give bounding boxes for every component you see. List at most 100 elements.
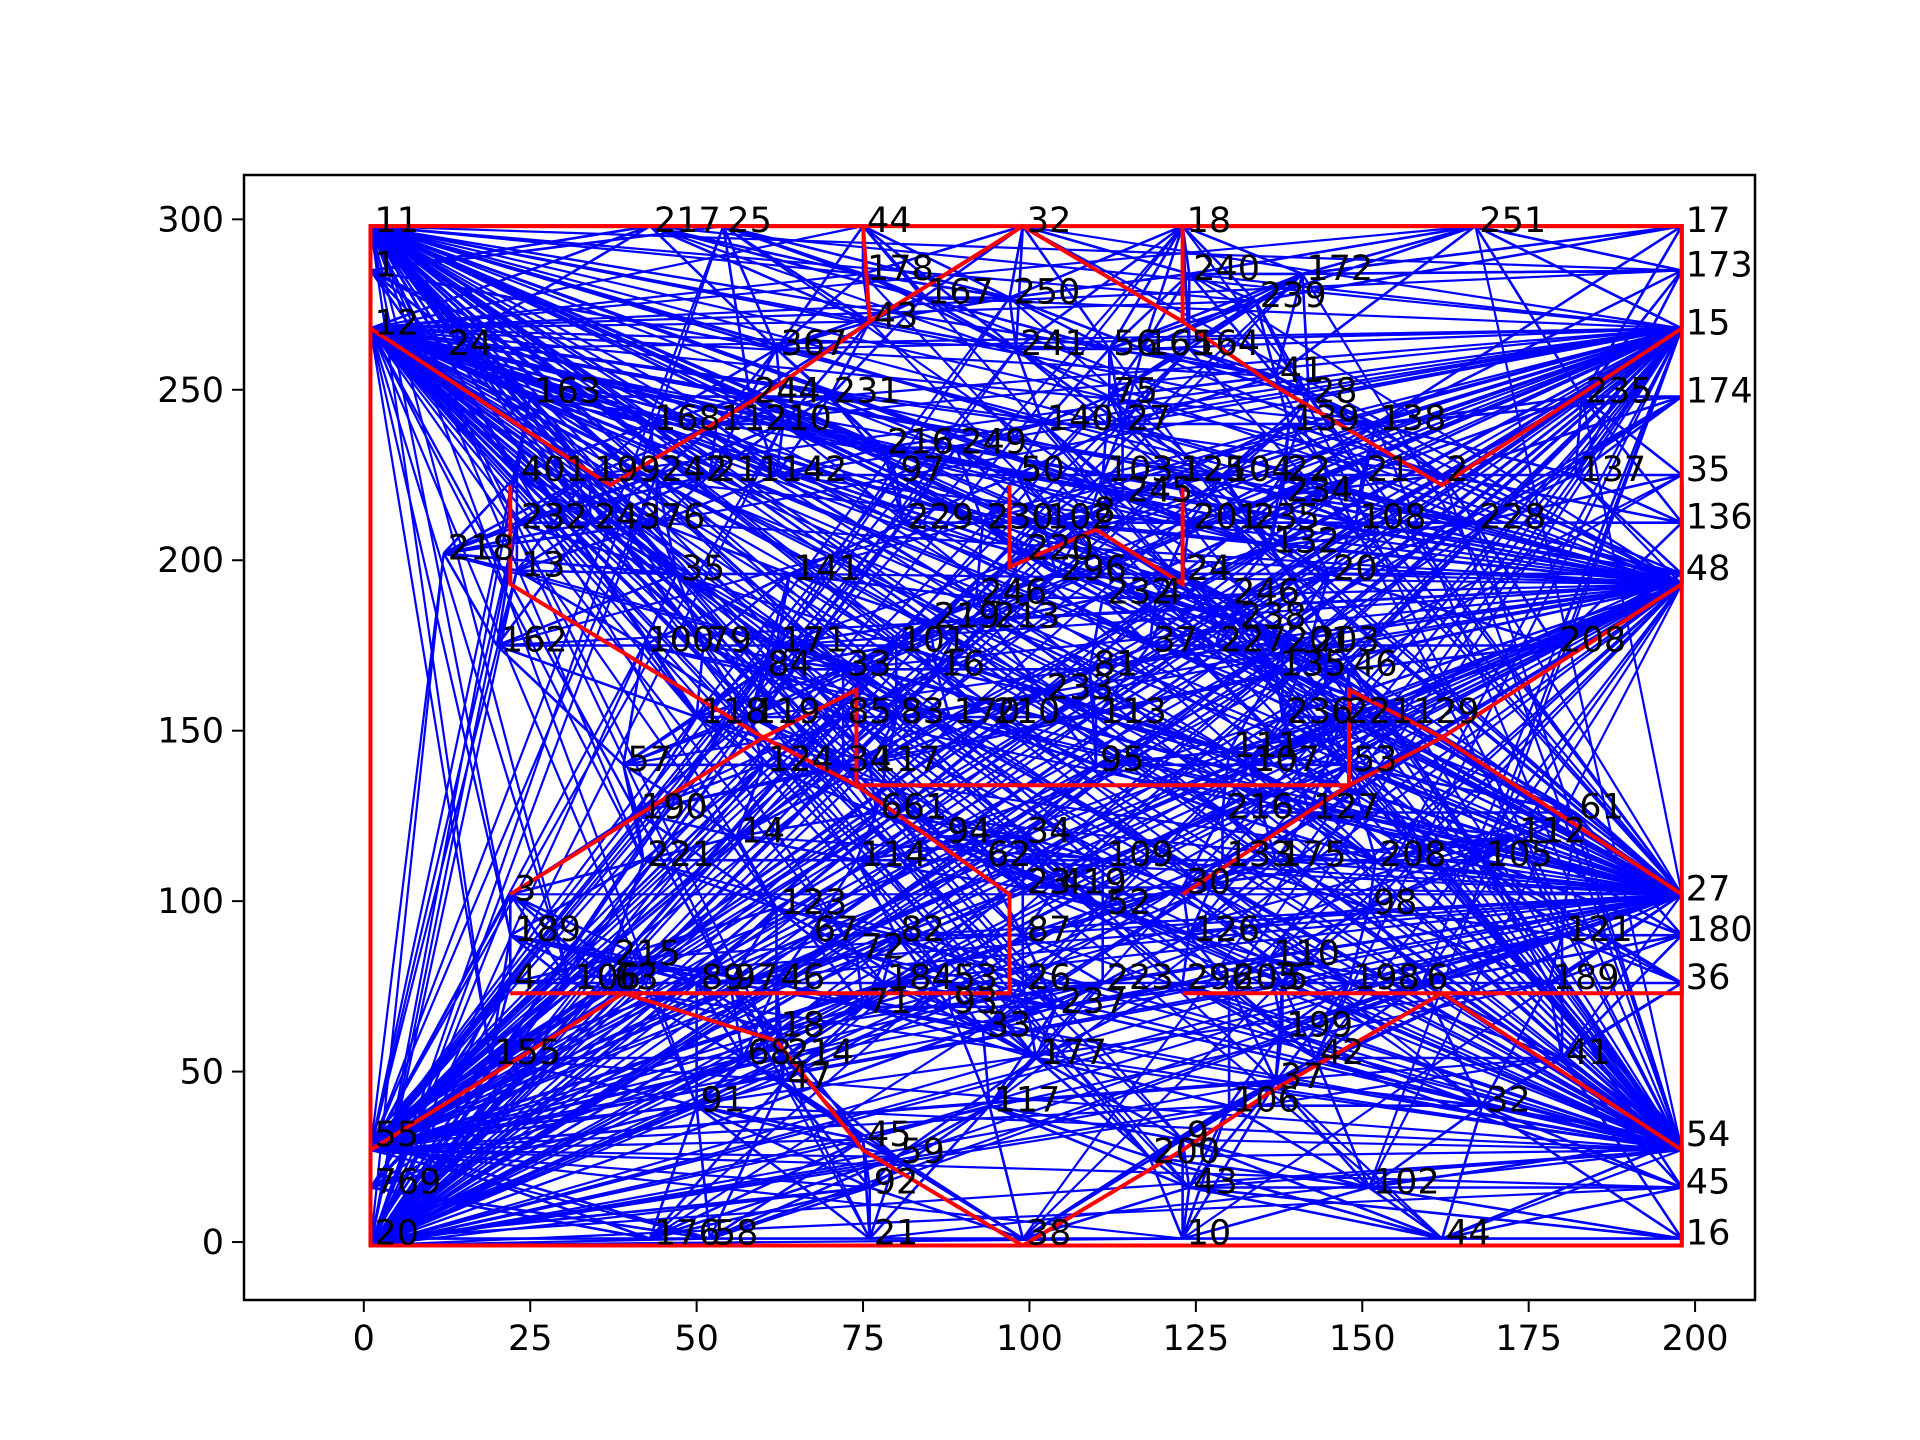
node-label: 4 (1160, 573, 1182, 613)
node-label: 48 (1686, 549, 1731, 589)
mesh-edge (369, 225, 1184, 984)
mesh-edge (1275, 668, 1683, 896)
node-label: 4 (514, 958, 536, 998)
node-label: 44 (1446, 1214, 1491, 1254)
node-label: 44 (867, 201, 912, 241)
mesh-edge (369, 327, 1284, 1032)
mesh-edge (369, 958, 611, 1247)
node-label: 129 (1413, 692, 1480, 732)
mesh-edge (1580, 396, 1683, 895)
mesh-edge (369, 225, 1024, 936)
mesh-edge (649, 225, 1683, 586)
mesh-edge (370, 981, 1104, 1247)
node-label: 37 (1280, 1057, 1325, 1097)
mesh-edge (1268, 327, 1683, 960)
x-tick-label: 0 (353, 1319, 375, 1359)
node-label: 221 (1346, 692, 1413, 732)
mesh-edge (1441, 1148, 1683, 1240)
mesh-edge (649, 225, 1682, 330)
node-label: 135 (1280, 644, 1347, 684)
node-label: 95 (1100, 740, 1145, 780)
node-label: 106 (1233, 1081, 1300, 1121)
node-label: 21 (1366, 450, 1411, 490)
mesh-edge (369, 225, 725, 1246)
node-label: 56 (1113, 324, 1158, 364)
mesh-edge (369, 225, 1104, 862)
mesh-edge (369, 225, 1576, 814)
node-label: 72 (860, 927, 905, 967)
node-label: 33 (847, 644, 892, 684)
x-tick-label: 100 (996, 1319, 1063, 1359)
mesh-edge (369, 644, 898, 1151)
node-label: 63 (614, 958, 659, 998)
mesh-edge (369, 225, 944, 838)
mesh-edge (1574, 474, 1683, 585)
mesh-edge (370, 1186, 870, 1247)
node-label: 24 (448, 324, 493, 364)
mesh-edge (369, 225, 725, 1151)
mesh-edge (369, 327, 698, 718)
mesh-edge (369, 934, 897, 1247)
node-label: 233 (1047, 668, 1114, 708)
node-label: 237 (1060, 982, 1127, 1022)
node-label: 59 (900, 1132, 945, 1172)
mesh-edge (1228, 583, 1683, 984)
mesh-edge (776, 327, 1683, 647)
boundary-edges (368, 223, 1684, 1248)
node-label: 239 (1260, 276, 1327, 316)
node-label: 112 (1519, 811, 1586, 851)
node-label: 208 (1559, 621, 1626, 661)
mesh-edge (1182, 1138, 1682, 1152)
x-tick-label: 175 (1495, 1319, 1562, 1359)
node-label: 419 (1060, 863, 1127, 903)
outer-boundary (368, 224, 1684, 1248)
node-label: 32 (1027, 201, 1072, 241)
node-label: 229 (907, 498, 974, 538)
node-label: 215 (614, 934, 681, 974)
mesh-edge (1188, 583, 1683, 937)
node-label: 35 (1686, 450, 1731, 490)
mesh-edge (369, 763, 1350, 1247)
mesh-edge (369, 644, 1283, 1151)
node-label: 177 (1040, 1033, 1107, 1073)
node-label: 200 (1153, 1132, 1220, 1172)
mesh-edge (369, 297, 1011, 1151)
node-label: 367 (781, 324, 848, 364)
node-label: 93 (954, 982, 999, 1022)
mesh-edge (369, 474, 1177, 1247)
node-label: 189 (514, 910, 581, 950)
mesh-edge (782, 583, 1683, 1083)
node-label: 163 (534, 372, 601, 412)
node-label: 55 (375, 1115, 420, 1155)
node-label: 83 (900, 692, 945, 732)
node-label: 113 (1100, 692, 1167, 732)
mesh-edge (1042, 692, 1683, 896)
node-label: 32 (1486, 1081, 1531, 1121)
node-label: 167 (927, 273, 994, 313)
node-label: 133 (1227, 835, 1294, 875)
mesh-edge (369, 327, 1683, 1151)
node-label: 136 (1686, 498, 1753, 538)
mesh-edges (369, 224, 1684, 1247)
node-label: 220 (1027, 528, 1094, 568)
mesh-edge (370, 225, 1017, 477)
mesh-edge (369, 620, 991, 1247)
mesh-edge (370, 1029, 777, 1152)
mesh-edge (369, 763, 1097, 1247)
node-label: 97 (734, 958, 779, 998)
y-tick-label: 200 (157, 541, 224, 581)
node-label: 118 (701, 692, 768, 732)
node-label: 117 (874, 740, 941, 780)
mesh-edge (369, 396, 532, 1246)
node-label: 14 (741, 811, 786, 851)
node-label: 168 (654, 399, 721, 439)
mesh-edge (369, 668, 765, 1247)
node-label: 109 (1107, 835, 1174, 875)
node-label: 176 (654, 1214, 721, 1254)
boundary-line (508, 485, 1684, 788)
node-label: 174 (1686, 372, 1753, 412)
x-axis: 0 25 50 75 100 125 150 175 200 (353, 1300, 1728, 1359)
mesh-edge (742, 583, 1683, 1059)
node-label: 81 (1093, 644, 1138, 684)
node-label: 104 (1227, 450, 1294, 490)
